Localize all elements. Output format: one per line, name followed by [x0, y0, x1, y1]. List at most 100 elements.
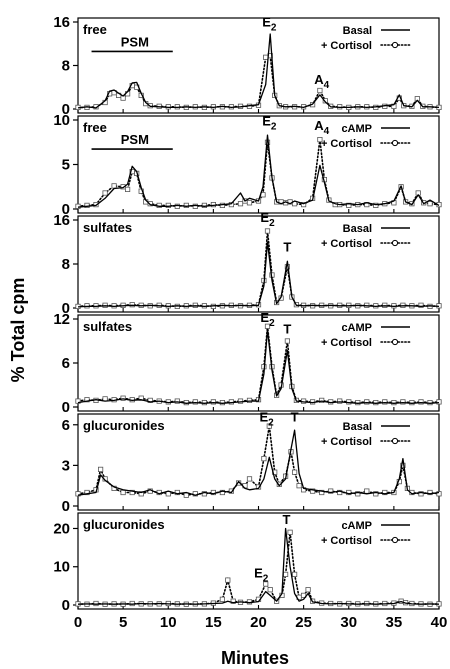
data-point-marker: [276, 481, 282, 487]
legend-label: + Cortisol: [321, 238, 372, 250]
panel-label: glucuronides: [83, 517, 165, 532]
data-point-marker: [309, 488, 316, 494]
y-tick-label: 6: [62, 355, 70, 372]
data-point-marker: [317, 87, 323, 94]
y-tick-label: 0: [62, 399, 70, 416]
data-point-marker: [246, 200, 253, 206]
y-axis-title: % Total cpm: [8, 278, 28, 383]
data-point-marker: [373, 491, 379, 497]
data-point-marker: [75, 203, 81, 209]
data-point-marker: [225, 577, 231, 583]
data-point-marker: [418, 399, 424, 405]
peak-label-t: T: [283, 239, 291, 254]
y-tick-label: 16: [53, 212, 70, 229]
data-point-marker: [267, 587, 273, 593]
data-point-marker: [263, 581, 269, 587]
data-point-marker: [138, 491, 144, 497]
panel-label: sulfates: [83, 220, 132, 235]
data-point-marker: [246, 397, 253, 404]
data-point-marker: [138, 395, 144, 401]
legend-marker: [391, 437, 399, 445]
data-point-marker: [263, 54, 269, 60]
data-point-marker: [282, 571, 289, 578]
legend-label: Basal: [343, 421, 372, 433]
data-point-marker: [111, 183, 117, 189]
y-tick-label: 20: [53, 520, 70, 537]
legend-label: + Cortisol: [321, 138, 372, 150]
data-point-marker: [219, 596, 225, 602]
data-point-marker: [125, 186, 131, 192]
data-point-marker: [129, 489, 135, 496]
data-point-marker: [75, 491, 81, 497]
panel-frame: [77, 17, 440, 114]
x-tick-label: 0: [74, 614, 82, 631]
panel-label: glucuronides: [83, 418, 165, 433]
peak-label-a4: A4: [314, 118, 329, 137]
data-point-marker: [75, 398, 81, 404]
data-point-marker: [201, 202, 207, 208]
data-point-marker: [355, 491, 361, 497]
y-tick-label: 8: [62, 58, 70, 75]
data-point-marker: [230, 598, 236, 604]
data-point-marker: [436, 491, 442, 497]
data-point-marker: [291, 571, 298, 578]
data-point-marker: [147, 397, 153, 404]
peak-label-t: T: [291, 409, 299, 424]
legend-label: + Cortisol: [321, 535, 372, 547]
series-line-solid: [77, 527, 440, 605]
data-point-marker: [427, 201, 433, 207]
data-point-marker: [165, 202, 171, 208]
data-point-marker: [400, 462, 406, 469]
data-point-marker: [337, 489, 343, 496]
legend-label: Basal: [343, 25, 372, 37]
legend-label: + Cortisol: [321, 436, 372, 448]
data-point-marker: [364, 488, 370, 494]
data-point-marker: [120, 489, 126, 496]
data-point-marker: [246, 476, 253, 482]
y-tick-label: 16: [53, 14, 70, 31]
peak-label-psm: PSM: [121, 34, 149, 49]
panel-label: free: [83, 22, 107, 37]
data-point-marker: [192, 203, 198, 209]
data-point-marker: [305, 587, 311, 593]
data-point-marker: [228, 488, 234, 494]
y-tick-label: 6: [62, 417, 70, 434]
panel-6: 0 10 20 glucuronides cAMP + Cortisol E2 T: [53, 512, 442, 614]
data-point-marker: [291, 469, 298, 475]
data-point-marker: [427, 489, 433, 496]
y-tick-label: 3: [62, 457, 70, 474]
legend-label: + Cortisol: [321, 337, 372, 349]
data-point-marker: [120, 395, 126, 401]
data-point-marker: [84, 202, 90, 208]
series-line-solid: [77, 241, 440, 308]
data-point-marker: [287, 529, 293, 535]
data-point-marker: [418, 302, 424, 308]
data-point-marker: [284, 338, 291, 344]
panels-layer: 0 8 16 free Basal + Cortisol PSM E2 A4 0 5 10 free cA…: [53, 14, 442, 614]
y-tick-label: 0: [62, 498, 70, 515]
legend-marker: [391, 536, 399, 544]
data-point-marker: [319, 489, 325, 496]
series-line-dotted: [77, 54, 440, 109]
data-point-marker: [261, 455, 267, 462]
data-point-marker: [264, 228, 271, 234]
x-axis: 0 5 10 15 20 25 30 35 40: [74, 614, 448, 631]
series-line-solid: [77, 134, 440, 208]
data-point-marker: [328, 488, 334, 494]
data-point-marker: [84, 397, 90, 403]
series-line-solid: [77, 429, 440, 496]
x-tick-label: 40: [431, 614, 448, 631]
panel-label: sulfates: [83, 319, 132, 334]
data-point-marker: [192, 399, 198, 405]
data-point-marker: [210, 399, 216, 405]
data-point-marker: [219, 489, 225, 496]
series-line-solid: [77, 33, 440, 109]
data-point-marker: [418, 491, 424, 497]
x-axis-title: Minutes: [221, 648, 289, 668]
data-point-marker: [102, 190, 108, 196]
data-point-marker: [382, 399, 388, 405]
data-point-marker: [322, 98, 328, 104]
